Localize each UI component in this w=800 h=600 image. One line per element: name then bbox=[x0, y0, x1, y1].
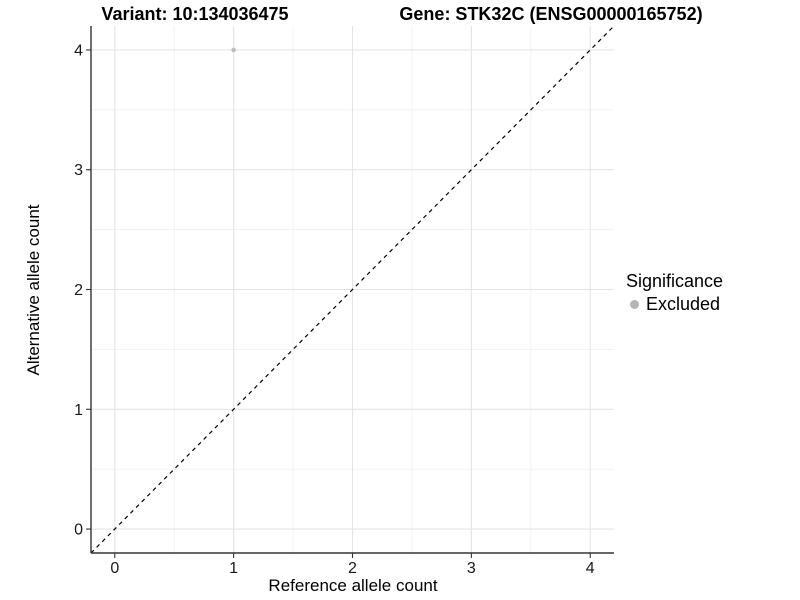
gene-title: Gene: STK32C (ENSG00000165752) bbox=[399, 4, 703, 24]
legend-item-label: Excluded bbox=[646, 294, 721, 314]
x-axis-title: Reference allele count bbox=[268, 576, 438, 595]
legend-title: Significance bbox=[626, 271, 724, 291]
y-tick-label: 3 bbox=[74, 162, 83, 179]
legend: Significance Excluded bbox=[626, 271, 723, 314]
y-tick-label: 4 bbox=[74, 42, 83, 59]
y-tick-label: 2 bbox=[74, 282, 83, 299]
data-point bbox=[231, 47, 236, 53]
x-tick-label: 1 bbox=[229, 560, 238, 577]
x-tick-label: 0 bbox=[110, 560, 119, 577]
variant-title: Variant: 10:134036475 bbox=[101, 4, 289, 24]
y-tick-label: 0 bbox=[74, 522, 83, 539]
identity-line bbox=[90, 25, 615, 554]
x-tick-label: 3 bbox=[467, 560, 476, 577]
x-tick-label: 4 bbox=[586, 560, 595, 577]
y-tick-label: 1 bbox=[74, 402, 83, 419]
y-axis-title: Alternative allele count bbox=[24, 204, 43, 376]
excluded-dot-icon bbox=[630, 299, 639, 309]
x-tick-label: 2 bbox=[348, 560, 357, 577]
legend-item-excluded: Excluded bbox=[626, 294, 723, 314]
